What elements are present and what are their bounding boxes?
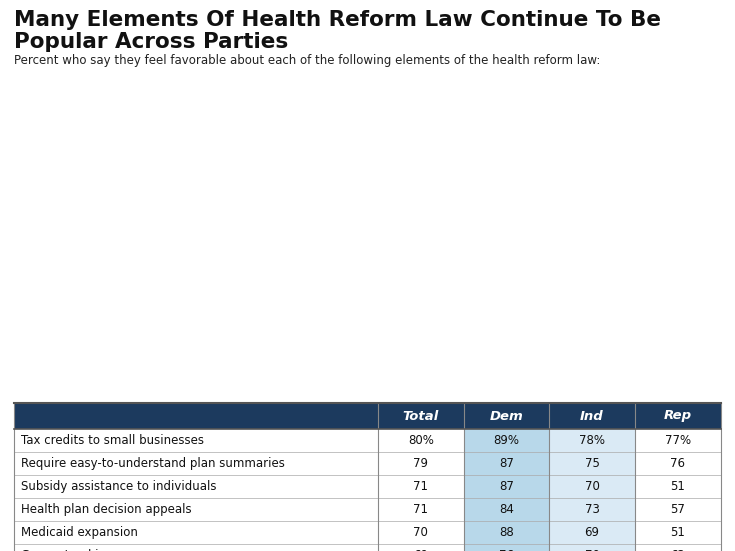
Text: 84: 84 [499, 503, 514, 516]
Text: 76: 76 [499, 549, 514, 551]
Bar [549, 475, 635, 498]
Bar [549, 452, 635, 475]
Text: 71: 71 [413, 480, 429, 493]
Text: 79: 79 [413, 457, 429, 470]
Text: Rep: Rep [664, 409, 692, 423]
Text: Require easy-to-understand plan summaries: Require easy-to-understand plan summarie… [21, 457, 285, 470]
Text: 80%: 80% [408, 434, 434, 447]
Text: 70: 70 [584, 549, 600, 551]
Bar [549, 544, 635, 551]
Text: 71: 71 [413, 503, 429, 516]
Bar [549, 521, 635, 544]
Text: Ind: Ind [580, 409, 604, 423]
Text: Percent who say they feel favorable about each of the following elements of the : Percent who say they feel favorable abou… [14, 54, 600, 67]
Text: Popular Across Parties: Popular Across Parties [14, 32, 288, 52]
Text: 62: 62 [670, 549, 685, 551]
Text: 70: 70 [584, 480, 600, 493]
Text: Tax credits to small businesses: Tax credits to small businesses [21, 434, 204, 447]
Bar [14, 403, 721, 429]
Text: 51: 51 [670, 526, 685, 539]
Bar [464, 521, 549, 544]
Bar [14, 498, 721, 521]
Bar [464, 429, 549, 452]
Text: 51: 51 [670, 480, 685, 493]
Text: Many Elements Of Health Reform Law Continue To Be: Many Elements Of Health Reform Law Conti… [14, 10, 661, 30]
Text: 73: 73 [584, 503, 600, 516]
Text: 57: 57 [670, 503, 685, 516]
Text: 89%: 89% [493, 434, 520, 447]
Bar [14, 521, 721, 544]
Text: 75: 75 [584, 457, 600, 470]
Text: 87: 87 [499, 480, 514, 493]
Text: 78%: 78% [579, 434, 605, 447]
Text: 70: 70 [414, 526, 429, 539]
Text: 69: 69 [413, 549, 429, 551]
Text: 76: 76 [670, 457, 685, 470]
Text: Guaranteed issue: Guaranteed issue [21, 549, 126, 551]
Text: 69: 69 [584, 526, 600, 539]
Text: Dem: Dem [490, 409, 523, 423]
Text: Total: Total [403, 409, 439, 423]
Bar [14, 475, 721, 498]
Text: 88: 88 [499, 526, 514, 539]
Text: Medicaid expansion: Medicaid expansion [21, 526, 138, 539]
Bar [464, 498, 549, 521]
Bar [14, 544, 721, 551]
Bar [14, 429, 721, 452]
Bar [464, 475, 549, 498]
Text: 77%: 77% [665, 434, 691, 447]
Bar [549, 429, 635, 452]
Bar [464, 452, 549, 475]
Text: Subsidy assistance to individuals: Subsidy assistance to individuals [21, 480, 217, 493]
Bar [549, 498, 635, 521]
Text: 87: 87 [499, 457, 514, 470]
Bar [14, 452, 721, 475]
Bar [464, 544, 549, 551]
Text: Health plan decision appeals: Health plan decision appeals [21, 503, 192, 516]
